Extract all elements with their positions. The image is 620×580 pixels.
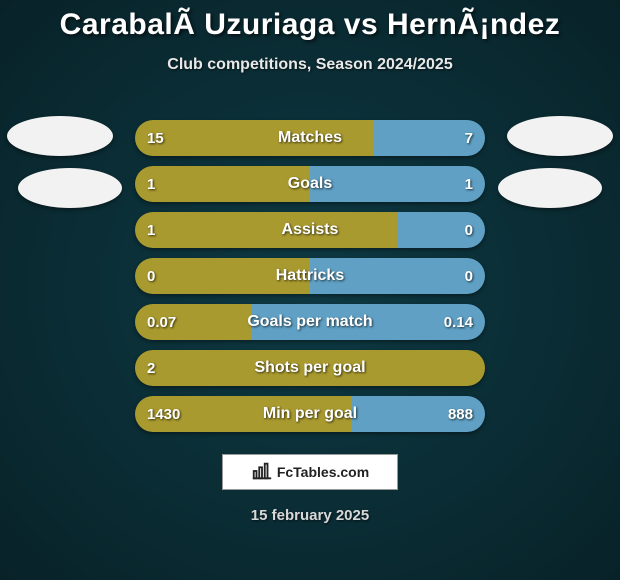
stat-bar-left	[135, 120, 373, 156]
page-subtitle: Club competitions, Season 2024/2025	[0, 56, 620, 74]
footer-date: 15 february 2025	[0, 507, 620, 524]
stat-bar-left	[135, 166, 310, 202]
chart-icon	[251, 460, 273, 485]
stat-bar-right	[310, 258, 485, 294]
stat-bar-right	[352, 396, 485, 432]
stats-rows: Matches157 Goals11 Assists10 Hattricks00 Goa…	[0, 120, 620, 442]
stat-bar-track: Matches157	[135, 120, 485, 156]
stat-bar-track: Goals per match0.070.14	[135, 304, 485, 340]
stat-bar-track: Shots per goal2	[135, 350, 485, 386]
stat-bar-track: Min per goal1430888	[135, 396, 485, 432]
stat-row: Matches157	[0, 120, 620, 156]
stat-bar-right	[373, 120, 485, 156]
brand-badge: FcTables.com	[222, 454, 398, 490]
page-title: CarabalÃ Uzuriaga vs HernÃ¡ndez	[0, 0, 620, 42]
stat-bar-left	[135, 350, 485, 386]
stat-bar-track: Hattricks00	[135, 258, 485, 294]
stat-row: Assists10	[0, 212, 620, 248]
stat-bar-right	[398, 212, 486, 248]
stat-bar-track: Goals11	[135, 166, 485, 202]
stat-row: Goals11	[0, 166, 620, 202]
stat-row: Goals per match0.070.14	[0, 304, 620, 340]
brand-text: FcTables.com	[277, 464, 369, 480]
stat-row: Min per goal1430888	[0, 396, 620, 432]
stat-bar-left	[135, 258, 310, 294]
comparison-card: CarabalÃ Uzuriaga vs HernÃ¡ndez Club com…	[0, 0, 620, 580]
stat-bar-right	[251, 304, 486, 340]
stat-row: Hattricks00	[0, 258, 620, 294]
stat-bar-left	[135, 212, 398, 248]
stat-bar-track: Assists10	[135, 212, 485, 248]
stat-row: Shots per goal2	[0, 350, 620, 386]
stat-bar-left	[135, 396, 352, 432]
stat-bar-left	[135, 304, 251, 340]
stat-bar-right	[310, 166, 485, 202]
